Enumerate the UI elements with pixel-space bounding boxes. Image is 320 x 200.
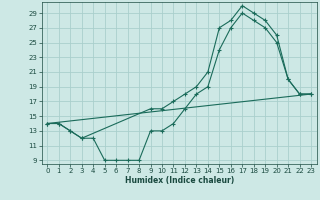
X-axis label: Humidex (Indice chaleur): Humidex (Indice chaleur): [124, 176, 234, 185]
